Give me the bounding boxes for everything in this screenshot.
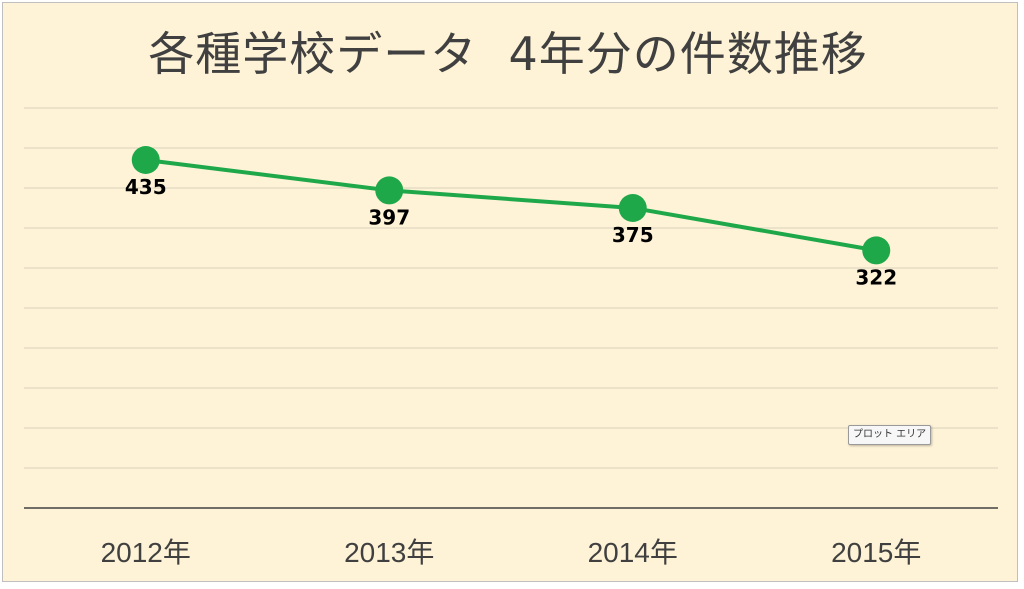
- x-tick-label: 2015年: [831, 537, 921, 568]
- plot-area-tooltip: プロット エリア: [848, 425, 932, 445]
- data-labels: 435 397 375 322: [125, 175, 897, 289]
- data-label: 397: [368, 205, 410, 229]
- data-point: [618, 194, 647, 222]
- data-label: 322: [855, 265, 897, 289]
- data-label: 375: [612, 223, 654, 247]
- data-point: [131, 146, 160, 174]
- series-layer: [131, 146, 891, 265]
- data-point: [862, 236, 891, 265]
- x-tick-label: 2012年: [101, 537, 191, 568]
- data-label: 435: [125, 175, 167, 199]
- gridlines: [24, 107, 998, 469]
- x-tick-label: 2013年: [344, 537, 434, 568]
- data-point: [375, 176, 404, 205]
- chart-title: 各種学校データ 4年分の件数推移: [148, 27, 868, 81]
- x-axis-ticks: 2012年 2013年 2014年 2015年: [101, 537, 922, 568]
- chart-area: [2, 2, 1018, 582]
- series-line: [145, 158, 877, 253]
- x-tick-label: 2014年: [588, 537, 678, 568]
